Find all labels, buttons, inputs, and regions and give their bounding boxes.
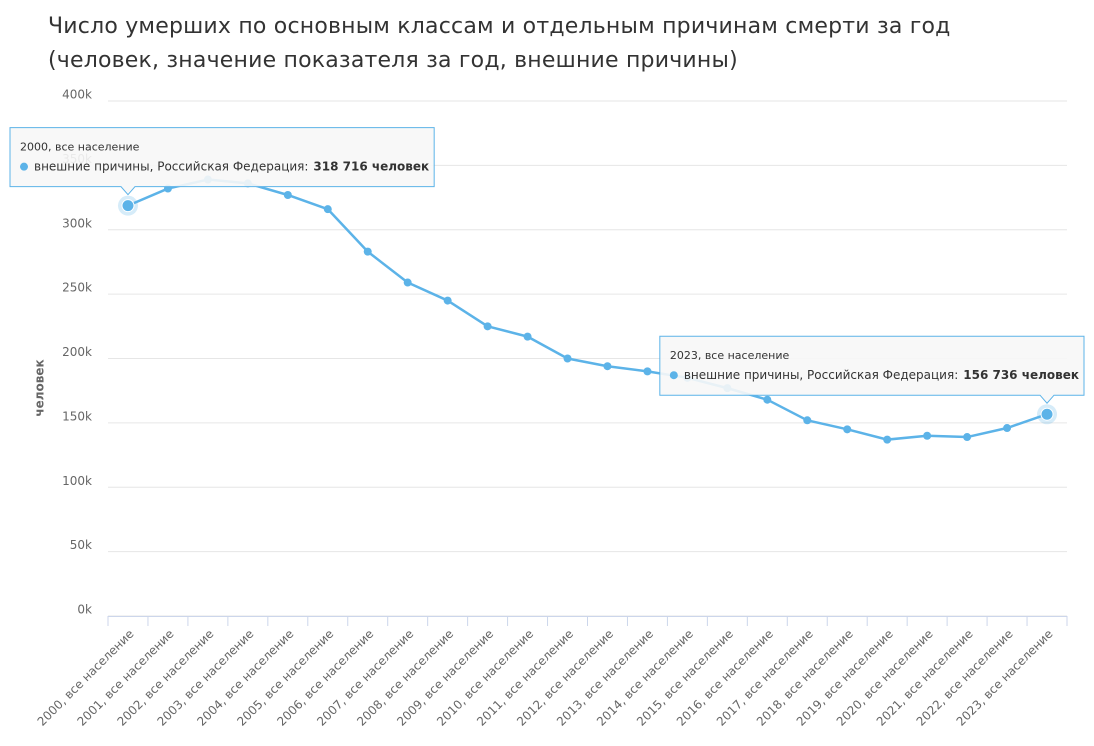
marker (843, 425, 852, 434)
y-tick-label: 50k (70, 538, 92, 552)
tooltip-header: 2023, все население (670, 349, 790, 362)
marker (403, 278, 412, 287)
y-tick-label: 300k (62, 216, 92, 230)
marker (1040, 407, 1054, 421)
tooltip-series: внешние причины, Российская Федерация: (34, 159, 308, 173)
marker (883, 435, 892, 444)
marker (923, 431, 932, 440)
tooltip: 2000, все население внешние причины, Росс… (9, 127, 435, 196)
marker (121, 199, 135, 213)
marker (803, 416, 812, 425)
tooltip-value: 318 716 человек (313, 159, 429, 173)
tooltip-header: 2000, все население (20, 141, 140, 154)
y-tick-label: 150k (62, 409, 92, 423)
marker (523, 332, 532, 341)
series-line (127, 178, 1048, 441)
marker (643, 367, 652, 376)
tooltip-line: внешние причины, Российская Федерация: 15… (684, 368, 1079, 382)
marker (963, 433, 972, 442)
marker (483, 322, 492, 331)
marker (323, 205, 332, 214)
y-tick-label: 100k (62, 474, 92, 488)
tooltip-dot (669, 371, 678, 380)
tooltip-box (659, 335, 1085, 404)
marker (443, 296, 452, 305)
marker (283, 190, 292, 199)
tooltip-box (9, 127, 435, 196)
tooltip-value: 156 736 человек (963, 368, 1079, 382)
tooltip-line: внешние причины, Российская Федерация: 31… (34, 159, 429, 173)
y-tick-label: 250k (62, 281, 92, 295)
chart-title: Число умерших по основным классам и отде… (48, 14, 951, 73)
y-tick-label: 0k (77, 603, 92, 617)
tooltip-series: внешние причины, Российская Федерация: (684, 368, 958, 382)
marker (1003, 424, 1012, 433)
y-axis-title: человек (33, 359, 47, 416)
marker (563, 354, 572, 363)
y-tick-label: 400k (62, 88, 92, 102)
marker (603, 362, 612, 371)
tooltip-dot (20, 162, 28, 171)
marker (763, 395, 772, 404)
tooltip: 2023, все население внешние причины, Росс… (659, 335, 1085, 404)
y-tick-label: 200k (62, 345, 92, 359)
marker (363, 247, 372, 256)
